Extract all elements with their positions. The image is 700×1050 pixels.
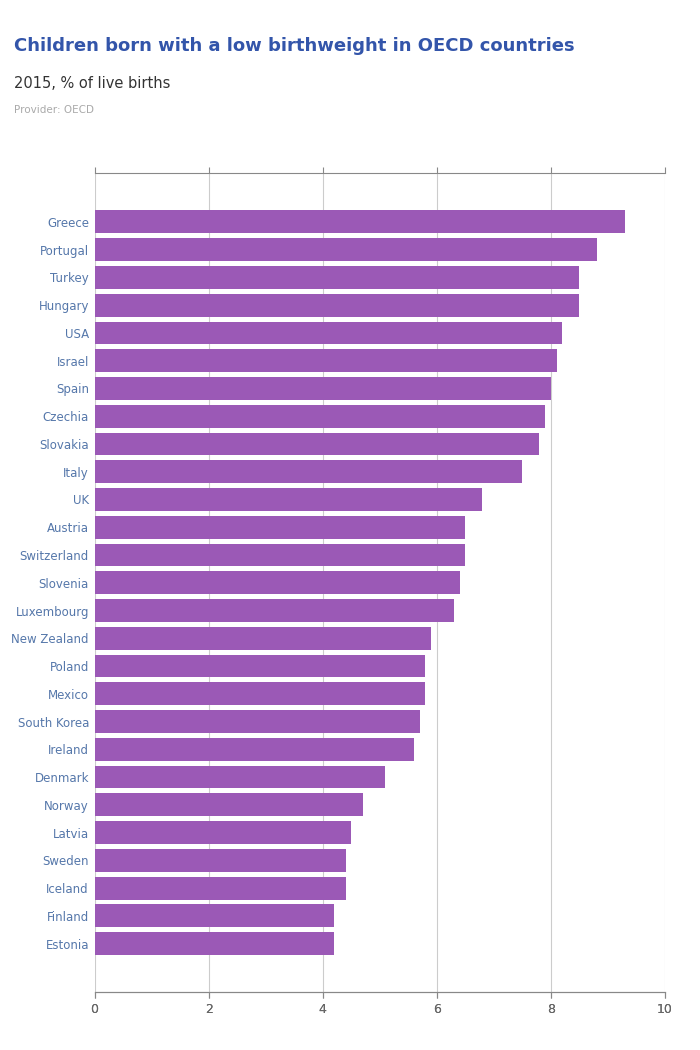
Bar	[94, 405, 545, 427]
Bar	[94, 932, 334, 956]
Bar	[94, 266, 580, 289]
Bar	[94, 904, 334, 927]
Bar	[94, 544, 466, 566]
Bar	[94, 433, 540, 456]
Bar	[94, 600, 454, 622]
Bar	[94, 654, 426, 677]
Bar	[94, 210, 625, 233]
Bar	[94, 710, 420, 733]
Text: figure.nz: figure.nz	[580, 23, 664, 40]
Bar	[94, 738, 414, 760]
Bar	[94, 821, 351, 844]
Bar	[94, 682, 426, 706]
Bar	[94, 794, 363, 816]
Bar	[94, 849, 346, 872]
Bar	[94, 516, 466, 539]
Bar	[94, 765, 386, 789]
Bar	[94, 488, 482, 511]
Bar	[94, 460, 522, 483]
Bar	[94, 294, 580, 316]
Bar	[94, 571, 460, 594]
Bar	[94, 627, 431, 650]
Text: Provider: OECD: Provider: OECD	[14, 105, 94, 116]
Bar	[94, 238, 596, 261]
Bar	[94, 321, 562, 344]
Text: Children born with a low birthweight in OECD countries: Children born with a low birthweight in …	[14, 37, 575, 55]
Bar	[94, 377, 551, 400]
Bar	[94, 350, 556, 372]
Bar	[94, 877, 346, 900]
Text: 2015, % of live births: 2015, % of live births	[14, 76, 170, 90]
